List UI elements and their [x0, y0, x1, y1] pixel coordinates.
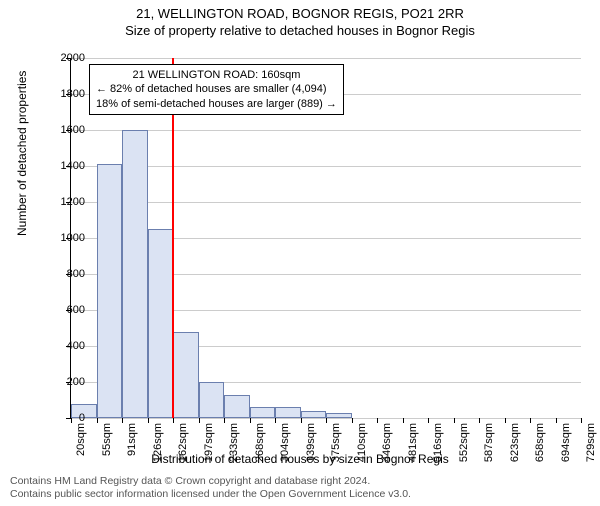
footer-attribution: Contains HM Land Registry data © Crown c… [10, 475, 590, 502]
histogram-bar [97, 164, 123, 418]
ytick-label: 600 [45, 304, 85, 316]
chart-title-main: 21, WELLINGTON ROAD, BOGNOR REGIS, PO21 … [0, 6, 600, 21]
histogram-bar [224, 395, 250, 418]
gridline [71, 58, 581, 59]
histogram-bar [250, 407, 276, 418]
ytick-label: 800 [45, 268, 85, 280]
histogram-bar [199, 382, 225, 418]
histogram-bar [326, 413, 352, 418]
gridline [71, 202, 581, 203]
annotation-line: 18% of semi-detached houses are larger (… [96, 97, 337, 111]
chart-title-sub: Size of property relative to detached ho… [0, 23, 600, 38]
ytick-label: 200 [45, 376, 85, 388]
histogram-bar [301, 411, 327, 418]
histogram-bar [148, 229, 174, 418]
histogram-bar [275, 407, 301, 418]
ytick-label: 400 [45, 340, 85, 352]
ytick-label: 1200 [45, 196, 85, 208]
plot-surface: 20sqm55sqm91sqm126sqm162sqm197sqm233sqm2… [70, 58, 581, 419]
ytick-label: 1800 [45, 88, 85, 100]
ytick-label: 0 [45, 412, 85, 424]
x-axis-label: Distribution of detached houses by size … [0, 452, 600, 466]
ytick-label: 1600 [45, 124, 85, 136]
annotation-box: 21 WELLINGTON ROAD: 160sqm← 82% of detac… [89, 64, 344, 115]
ytick-label: 1000 [45, 232, 85, 244]
chart-plot-area: 20sqm55sqm91sqm126sqm162sqm197sqm233sqm2… [70, 58, 580, 418]
ytick-label: 2000 [45, 52, 85, 64]
annotation-line: 21 WELLINGTON ROAD: 160sqm [96, 68, 337, 82]
histogram-bar [122, 130, 148, 418]
histogram-bar [173, 332, 199, 418]
gridline [71, 130, 581, 131]
footer-line-1: Contains HM Land Registry data © Crown c… [10, 475, 590, 489]
y-axis-label: Number of detached properties [15, 71, 29, 236]
annotation-line: ← 82% of detached houses are smaller (4,… [96, 82, 337, 96]
gridline [71, 166, 581, 167]
ytick-label: 1400 [45, 160, 85, 172]
